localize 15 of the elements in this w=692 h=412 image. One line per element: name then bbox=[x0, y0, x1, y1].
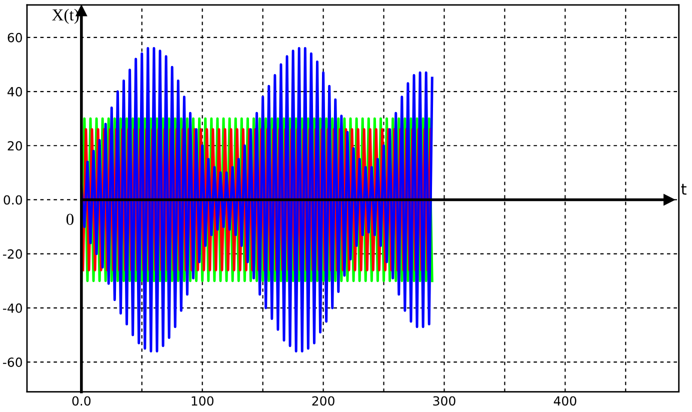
y-tick-label: -60 bbox=[3, 358, 22, 367]
y-tick-label: 0.0 bbox=[4, 195, 22, 205]
annotation: 0 bbox=[66, 214, 74, 225]
y-tick-label: 60 bbox=[8, 32, 22, 42]
y-tick-label: 40 bbox=[8, 86, 22, 96]
y-tick-label: -40 bbox=[3, 303, 22, 313]
x-tick-label: 100 bbox=[192, 396, 214, 406]
x-tick-label: 400 bbox=[554, 396, 576, 406]
x-tick-label: 300 bbox=[433, 396, 456, 406]
x-tick-label: 200 bbox=[312, 396, 334, 406]
x-tick-label: 0.0 bbox=[72, 396, 91, 406]
y-tick-label: 20 bbox=[8, 141, 22, 151]
x-axis-title: t bbox=[681, 184, 686, 195]
line-series bbox=[80, 46, 434, 352]
y-tick-label: -20 bbox=[3, 249, 22, 259]
